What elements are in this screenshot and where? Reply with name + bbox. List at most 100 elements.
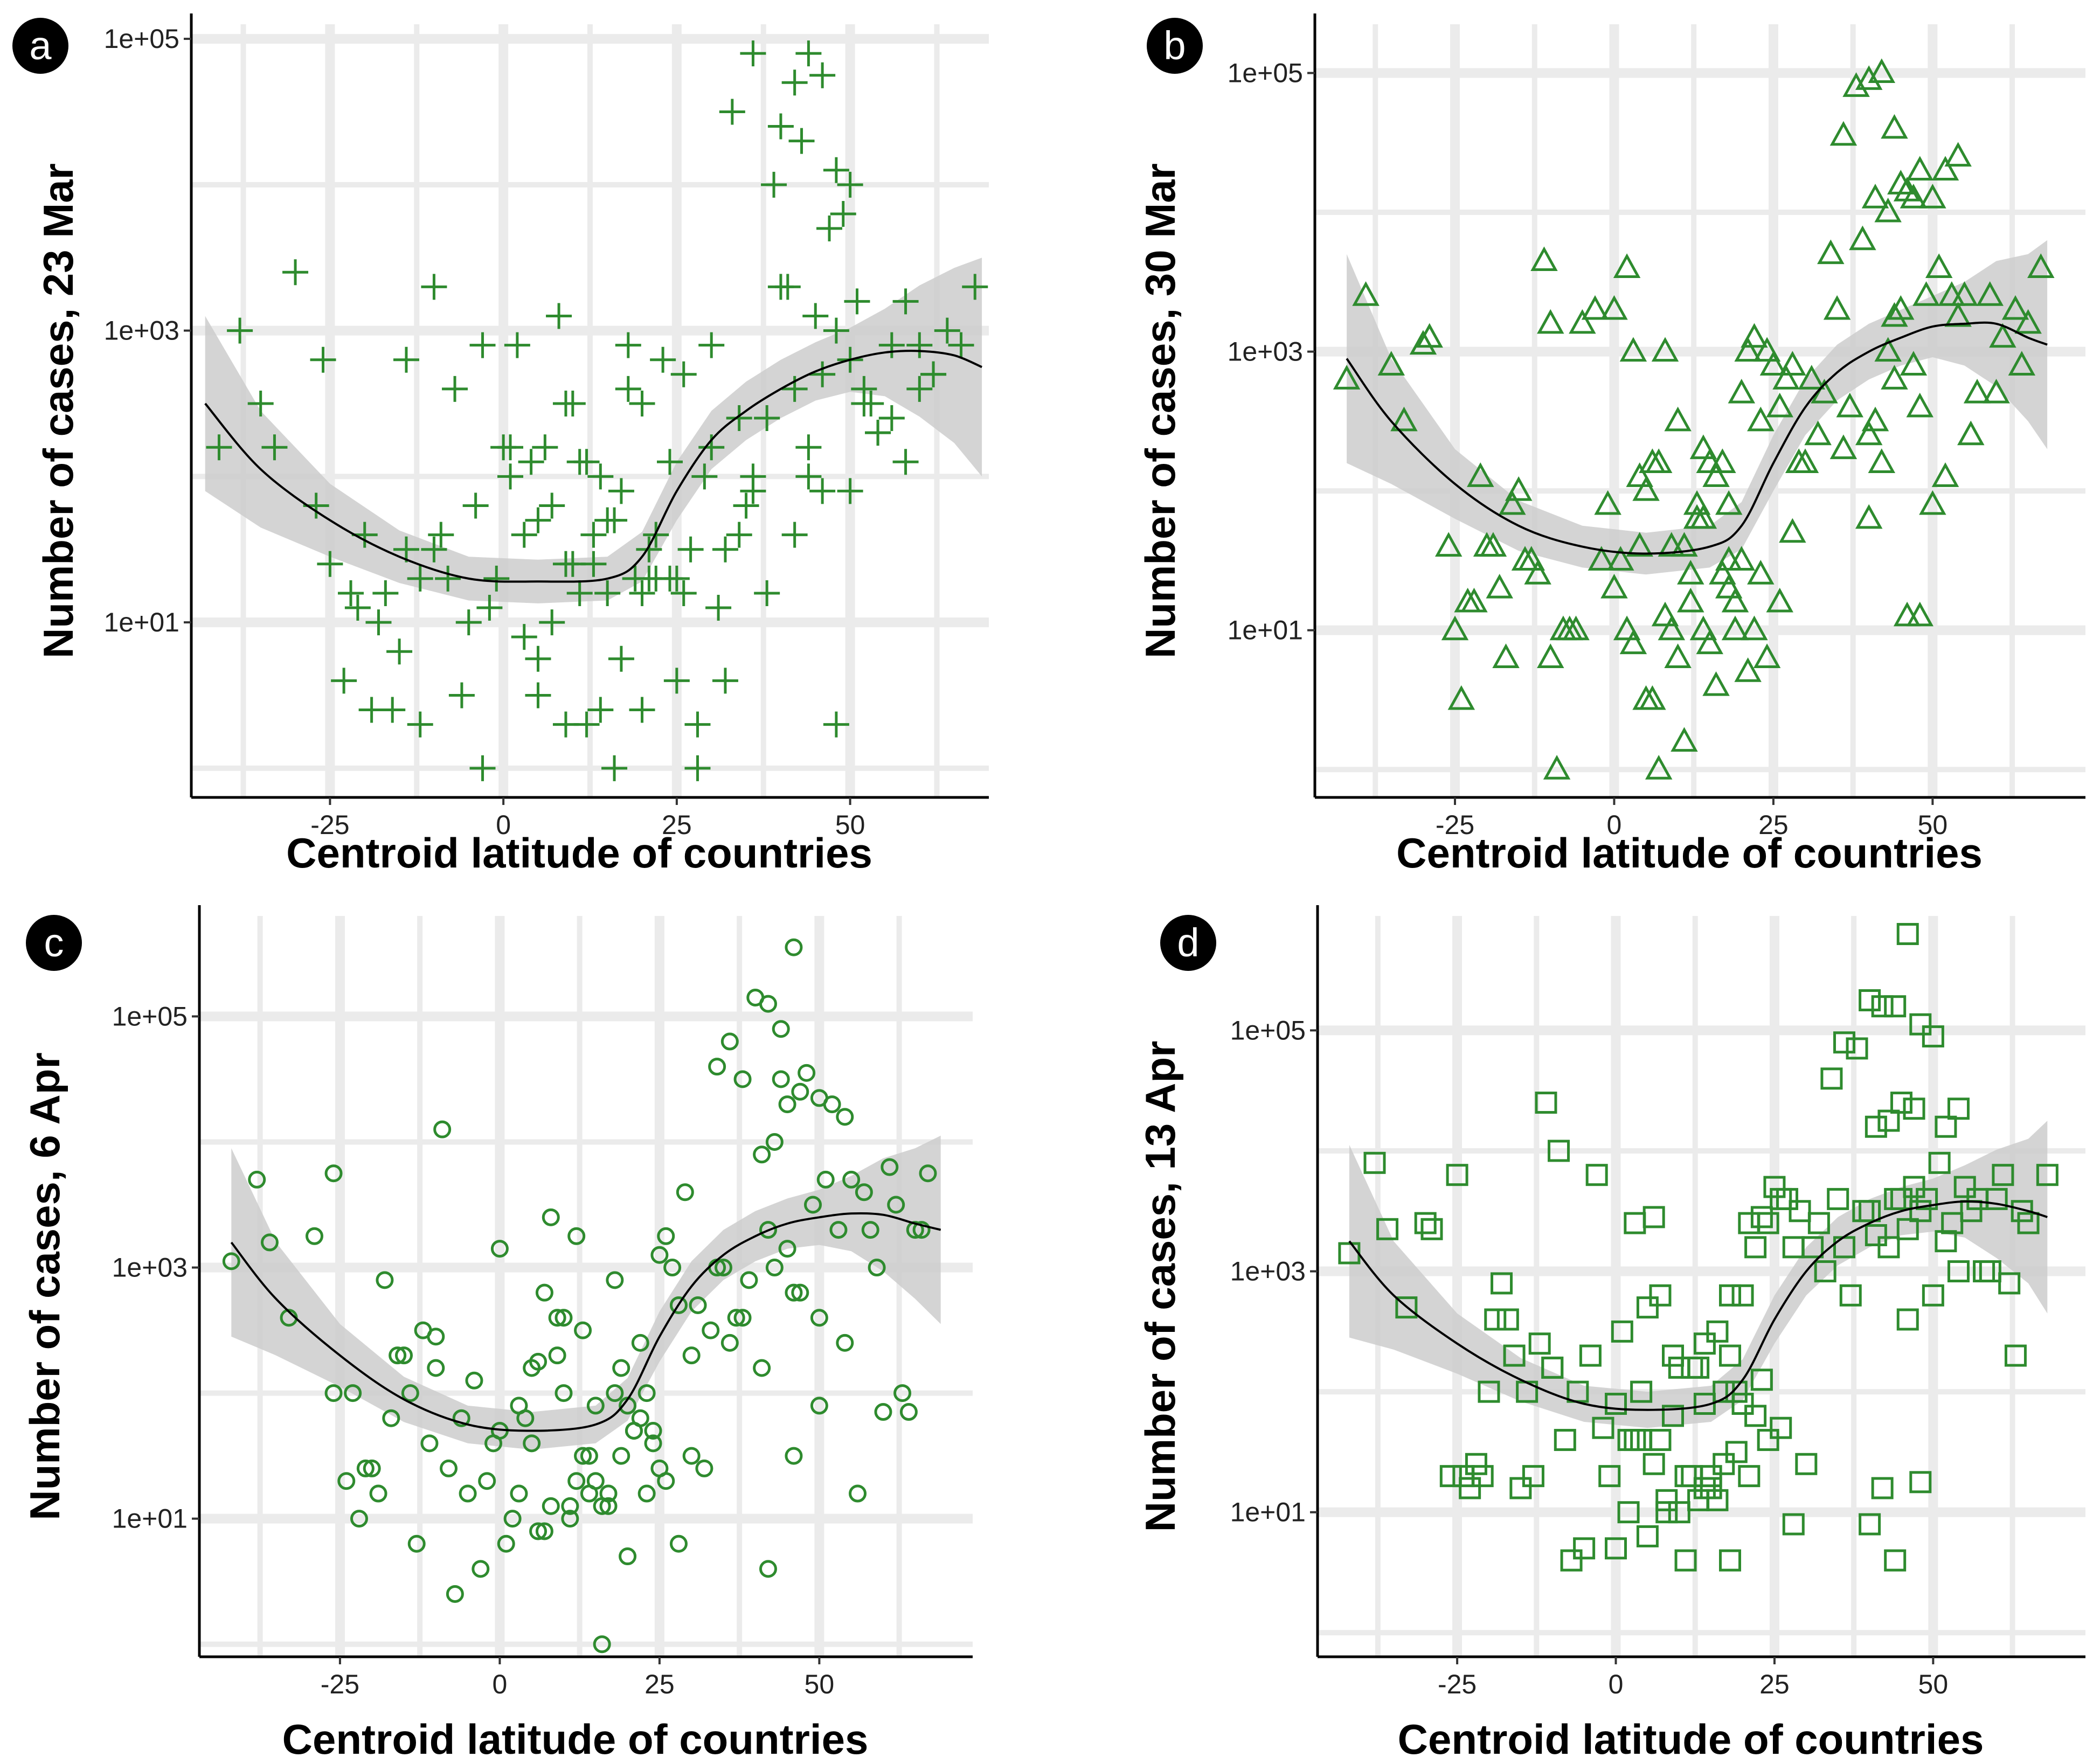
panel-c-data-point <box>612 1447 630 1465</box>
panel-c-data-point <box>669 1296 688 1314</box>
panel-c-data-point <box>555 1384 573 1402</box>
panel-d-data-point <box>1700 1477 1722 1499</box>
panel-d-data-point <box>1636 1296 1659 1319</box>
panel-d-data-point <box>1877 1236 1900 1259</box>
panel-c-data-point <box>644 1434 662 1453</box>
panel-c-data-point <box>529 1352 547 1371</box>
panel-c-data-point <box>881 1158 899 1176</box>
panel-b-data-point <box>1619 337 1647 362</box>
panel-c-data-point <box>363 1459 381 1477</box>
panel-a-data-point <box>781 522 808 548</box>
panel-d-data-point <box>1718 1284 1741 1307</box>
panel-c-data-point <box>260 1233 279 1252</box>
panel-d-data-point <box>1605 1537 1627 1560</box>
panel-b-data-point <box>1804 420 1832 446</box>
panel-b-data-point <box>1861 184 1889 209</box>
panel-a-data-point <box>407 565 433 592</box>
panel-d-data-point <box>1750 1206 1773 1228</box>
panel-b-data-point <box>1829 121 1858 146</box>
panel-c-data-point <box>798 1064 816 1082</box>
panel-c-data-point <box>427 1328 445 1346</box>
panel-c-data-point <box>619 1547 637 1566</box>
panel-d-data-point <box>1573 1537 1596 1560</box>
panel-b-data-point <box>1741 323 1768 348</box>
panel-a-data-point <box>525 507 551 533</box>
panel-b-data-point <box>1434 532 1463 557</box>
panel-a-data-point <box>372 580 399 606</box>
panel-d-data-point <box>1744 1405 1767 1427</box>
panel-b-data-point <box>1855 420 1883 446</box>
panel-b-data-point <box>1734 657 1762 682</box>
panel-a-data-point <box>587 463 614 490</box>
panel-b-smooth-line <box>1346 321 2048 555</box>
panel-c-data-point <box>708 1058 726 1076</box>
panel-c-data-point <box>427 1359 445 1377</box>
panel-c-data-point <box>248 1170 266 1189</box>
panel-d-data-point <box>1903 1176 1925 1198</box>
panel-d-data-point <box>1859 989 1881 1012</box>
panel-b-data-point <box>1868 58 1896 83</box>
panel-a-data-point <box>892 449 919 475</box>
panel-c-data-point <box>561 1510 579 1528</box>
panel-b-data-point <box>1632 476 1660 501</box>
panel-b-data-point <box>1823 295 1851 320</box>
panel-c-data-point <box>389 1346 407 1365</box>
panel-c-data-point <box>650 1459 669 1477</box>
panel-d-y-tick-label: 1e+03 <box>1230 1256 1306 1287</box>
panel-b-data-point <box>1734 337 1762 362</box>
panel-d-data-point <box>1744 1236 1767 1259</box>
panel-c-data-point <box>740 1271 758 1289</box>
panel-b-data-point <box>2027 253 2055 278</box>
panel-d-data-point <box>1782 1236 1805 1259</box>
panel-d-data-point <box>1871 1477 1894 1499</box>
panel-c-data-point <box>663 1259 682 1277</box>
panel-a-x-tick-label: -25 <box>310 810 349 840</box>
panel-b-data-point <box>1460 587 1488 613</box>
panel-b-data-point <box>1581 295 1609 320</box>
panel-d-data-point <box>1922 1025 1944 1048</box>
panel-c-data-point <box>478 1472 496 1490</box>
panel-b-y-tick-label: 1e+01 <box>1228 615 1303 645</box>
panel-a-data-point <box>712 536 738 562</box>
panel-b-data-point <box>1651 337 1679 362</box>
panel-a-data-point <box>830 200 856 227</box>
panel-c-data-point <box>356 1459 375 1477</box>
panel-a-data-point <box>615 332 641 358</box>
panel-b-data-point <box>1919 490 1946 515</box>
panel-b-data-point <box>1925 253 1953 278</box>
panel-d-data-point <box>1662 1405 1685 1427</box>
panel-d-data-point <box>1528 1332 1551 1355</box>
panel-b-data-point <box>1467 462 1494 487</box>
panel-a-data-point <box>865 420 891 446</box>
panel-c-confidence-band <box>231 1135 941 1450</box>
panel-c-data-point <box>912 1221 931 1239</box>
panel-d-data-point <box>1718 1344 1741 1367</box>
panel-d-grid <box>1318 916 2085 1657</box>
panel-d-data-point <box>1668 1501 1690 1524</box>
panel-d-data-point <box>1446 1164 1468 1186</box>
panel-c-data-point <box>657 1227 675 1245</box>
panel-b-data-point <box>1798 365 1826 390</box>
panel-d-data-point <box>1693 1332 1716 1355</box>
panel-c-data-point <box>759 1221 777 1239</box>
panel-d-data-point <box>1649 1284 1672 1307</box>
panel-c-data-point <box>899 1403 918 1421</box>
panel-b-data-point <box>1817 239 1845 265</box>
panel-c-data-point <box>593 1635 611 1654</box>
panel-c-data-point <box>523 1434 541 1453</box>
panel-c-data-point <box>542 1497 560 1515</box>
panel-d-data-point <box>1795 1453 1818 1475</box>
panel-b-data-point <box>1766 587 1793 613</box>
panel-a-data-point <box>365 609 392 636</box>
panel-c-data-point <box>465 1371 483 1390</box>
panel-b-data-point <box>1696 629 1723 655</box>
panel-d-data-point <box>1713 1453 1735 1475</box>
panel-c-data-point <box>778 1095 796 1114</box>
panel-c-data-point <box>842 1170 861 1189</box>
panel-c-letter-badge: c <box>26 915 82 971</box>
panel-d-x-tick-label: 50 <box>1918 1669 1949 1699</box>
panel-d-data-point <box>1484 1308 1507 1331</box>
panel-d-data-point <box>1592 1416 1614 1439</box>
panel-b-x-tick-label: 50 <box>1918 810 1948 840</box>
panel-c-data-point <box>637 1484 656 1503</box>
